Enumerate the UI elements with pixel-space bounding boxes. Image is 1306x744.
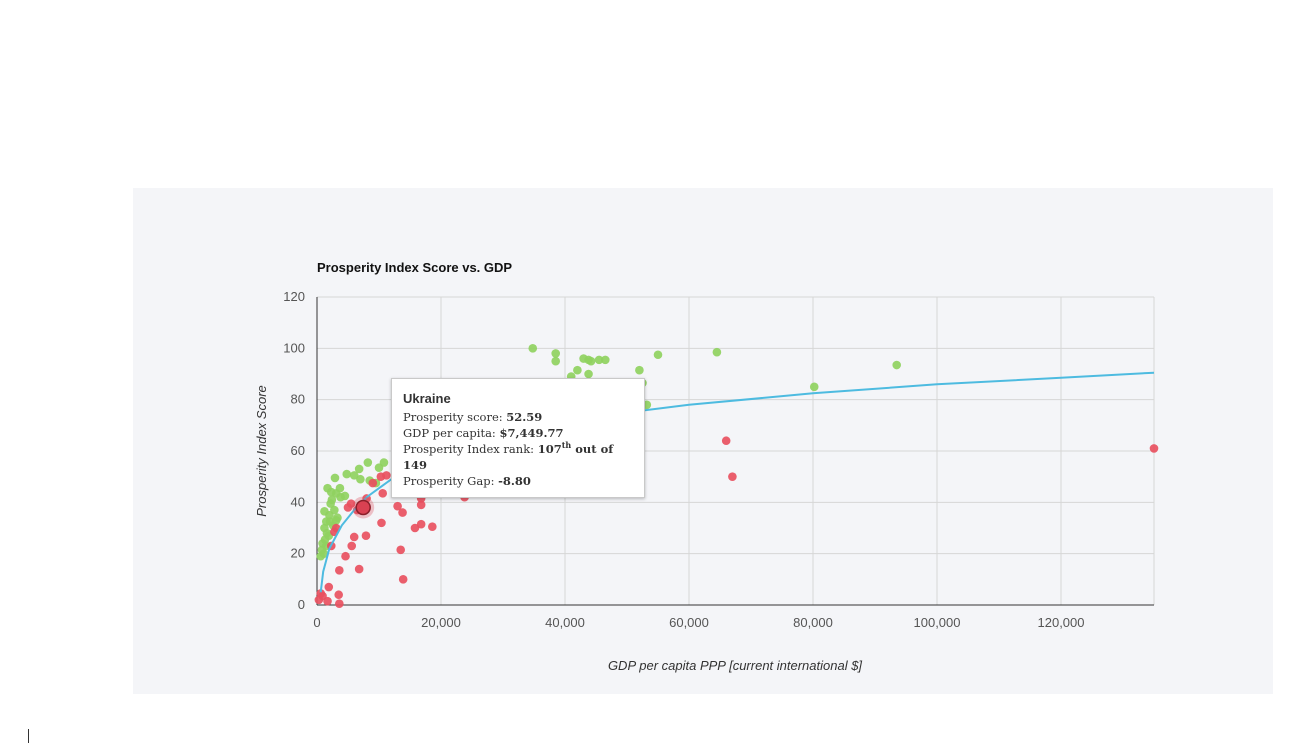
point-below-trend[interactable] bbox=[347, 541, 357, 551]
point-above-trend[interactable] bbox=[336, 492, 345, 502]
x-tick-label: 0 bbox=[313, 615, 320, 630]
point-below-trend[interactable] bbox=[378, 489, 388, 498]
point-below-trend[interactable] bbox=[314, 595, 324, 605]
point-above-trend[interactable] bbox=[363, 458, 373, 467]
tooltip: Ukraine Prosperity score: 52.59 GDP per … bbox=[391, 378, 645, 498]
point-below-trend[interactable] bbox=[416, 519, 426, 529]
point-below-trend[interactable] bbox=[398, 508, 407, 517]
highlight-point[interactable] bbox=[355, 499, 371, 516]
tooltip-rank-label: Prosperity Index rank: bbox=[403, 442, 538, 456]
tooltip-rank-number: 107 bbox=[537, 442, 562, 456]
point-below-trend[interactable] bbox=[410, 523, 420, 533]
point-below-trend[interactable] bbox=[393, 501, 402, 511]
tooltip-rank-suffix: th bbox=[561, 440, 572, 451]
y-axis-label: Prosperity Index Score bbox=[254, 385, 269, 517]
point-above-trend[interactable] bbox=[892, 360, 901, 370]
point-above-trend[interactable] bbox=[330, 473, 340, 483]
point-above-trend[interactable] bbox=[635, 365, 644, 375]
point-above-trend[interactable] bbox=[349, 471, 359, 480]
tooltip-rank-total: 149 bbox=[403, 458, 428, 472]
point-below-trend[interactable] bbox=[721, 436, 731, 446]
point-above-trend[interactable] bbox=[573, 365, 582, 375]
point-below-trend[interactable] bbox=[368, 478, 378, 488]
tooltip-score-label: Prosperity score: bbox=[403, 410, 507, 424]
point-below-trend[interactable] bbox=[354, 564, 364, 574]
point-below-trend[interactable] bbox=[728, 472, 737, 481]
y-tick-label: 40 bbox=[291, 494, 305, 509]
tooltip-gap-value: -8.80 bbox=[498, 474, 531, 488]
x-tick-label: 80,000 bbox=[793, 615, 833, 630]
tooltip-score-row: Prosperity score: 52.59 bbox=[403, 409, 633, 425]
x-tick-label: 100,000 bbox=[914, 615, 961, 630]
highlight-group[interactable] bbox=[352, 496, 375, 519]
tooltip-gdp-row: GDP per capita: $7,449.77 bbox=[403, 425, 633, 441]
y-tick-label: 80 bbox=[291, 392, 305, 407]
x-axis-label: GDP per capita PPP [current internationa… bbox=[608, 658, 862, 673]
point-above-trend[interactable] bbox=[326, 499, 335, 508]
text-cursor bbox=[28, 729, 29, 743]
point-below-trend[interactable] bbox=[382, 471, 391, 480]
point-above-trend[interactable] bbox=[316, 551, 326, 561]
point-above-trend[interactable] bbox=[528, 344, 538, 353]
point-above-trend[interactable] bbox=[356, 474, 365, 484]
tooltip-gap-label: Prosperity Gap: bbox=[403, 474, 499, 488]
tooltip-title: Ukraine bbox=[403, 391, 451, 406]
point-above-trend[interactable] bbox=[601, 355, 610, 365]
point-below-trend[interactable] bbox=[349, 532, 359, 542]
tick-labels: 0 20,000 40,000 60,000 80,000 100,000 120,000 0… bbox=[283, 289, 1084, 630]
tooltip-gap-row: Prosperity Gap: -8.80 bbox=[403, 473, 633, 489]
chart-svg: 0 20,000 40,000 60,000 80,000 100,000 120,000 0… bbox=[254, 260, 1159, 673]
point-below-trend[interactable] bbox=[416, 500, 426, 510]
point-below-trend[interactable] bbox=[334, 590, 343, 600]
y-tick-label: 120 bbox=[283, 289, 305, 304]
point-below-trend[interactable] bbox=[428, 522, 437, 532]
point-above-trend[interactable] bbox=[584, 369, 593, 379]
point-below-trend[interactable] bbox=[343, 503, 353, 512]
tooltip-gdp-value: $7,449.77 bbox=[499, 426, 564, 440]
y-tick-label: 0 bbox=[298, 597, 305, 612]
point-above-trend[interactable] bbox=[325, 510, 334, 520]
point-above-trend[interactable] bbox=[374, 463, 384, 472]
point-below-trend[interactable] bbox=[1149, 444, 1159, 453]
chart-title: Prosperity Index Score vs. GDP bbox=[317, 260, 512, 275]
y-tick-label: 60 bbox=[291, 443, 305, 458]
point-below-trend[interactable] bbox=[323, 596, 332, 606]
point-above-trend[interactable] bbox=[594, 355, 604, 365]
point-above-trend[interactable] bbox=[354, 464, 364, 474]
tooltip-score-value: 52.59 bbox=[506, 410, 543, 424]
point-above-trend[interactable] bbox=[551, 356, 560, 366]
chart-panel: 0 20,000 40,000 60,000 80,000 100,000 120,000 0… bbox=[133, 188, 1273, 694]
point-below-trend[interactable] bbox=[398, 575, 408, 584]
point-below-trend[interactable] bbox=[361, 531, 371, 540]
point-below-trend[interactable] bbox=[341, 551, 350, 561]
x-tick-label: 20,000 bbox=[421, 615, 461, 630]
data-points[interactable] bbox=[314, 344, 1159, 609]
y-tick-label: 100 bbox=[283, 340, 305, 355]
tooltip-gdp-label: GDP per capita: bbox=[403, 426, 500, 440]
tooltip-rank-row: Prosperity Index rank: 107th out of 149 bbox=[403, 441, 633, 473]
point-above-trend[interactable] bbox=[342, 469, 352, 479]
point-above-trend[interactable] bbox=[809, 382, 819, 392]
tooltip-rank-value: 107th out of 149 bbox=[403, 440, 614, 472]
point-below-trend[interactable] bbox=[324, 582, 334, 592]
point-below-trend[interactable] bbox=[377, 518, 386, 528]
point-below-trend[interactable] bbox=[335, 599, 344, 609]
point-above-trend[interactable] bbox=[586, 356, 596, 366]
point-below-trend[interactable] bbox=[335, 566, 344, 575]
point-above-trend[interactable] bbox=[551, 349, 560, 358]
point-above-trend[interactable] bbox=[331, 516, 341, 525]
tooltip-rank-out-of: out of bbox=[571, 442, 614, 456]
point-above-trend[interactable] bbox=[712, 347, 722, 357]
x-tick-label: 120,000 bbox=[1038, 615, 1085, 630]
point-below-trend[interactable] bbox=[396, 545, 406, 555]
x-tick-label: 40,000 bbox=[545, 615, 585, 630]
x-tick-label: 60,000 bbox=[669, 615, 709, 630]
y-tick-label: 20 bbox=[291, 546, 305, 561]
point-above-trend[interactable] bbox=[653, 350, 663, 360]
axes bbox=[316, 297, 1154, 606]
